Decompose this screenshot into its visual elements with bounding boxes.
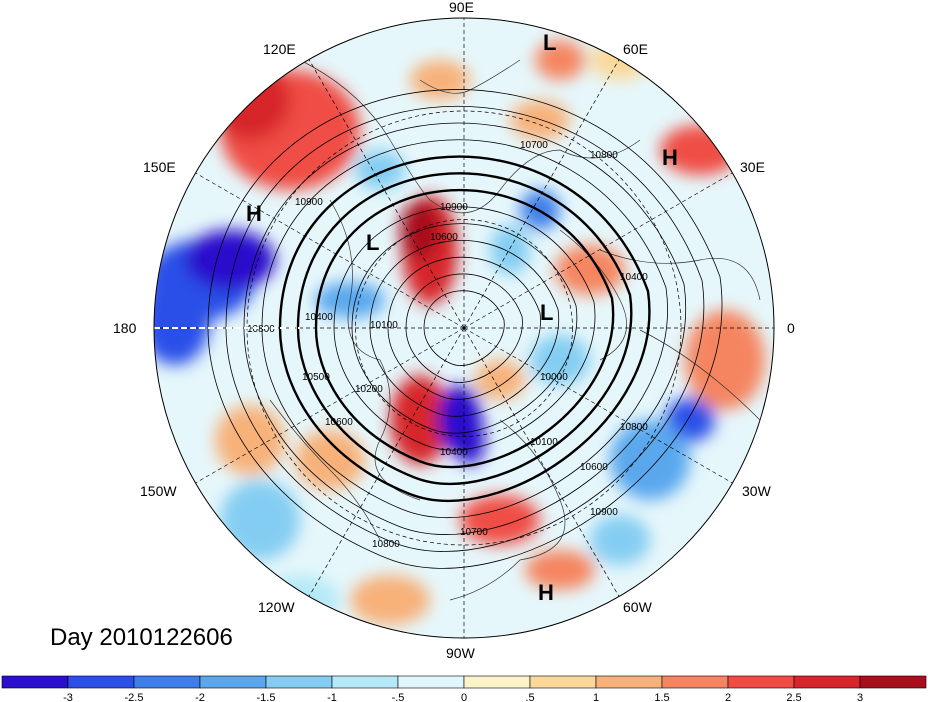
- pressure-system-markers: L H H L L H: [246, 30, 678, 605]
- contour-label: 10700: [460, 527, 488, 538]
- colorbar-tick-label: -2: [195, 692, 205, 702]
- contour-label: 10800: [590, 150, 618, 161]
- contour-label: 10600: [325, 417, 353, 428]
- longitude-label: 90W: [446, 645, 476, 661]
- contour-labels: 10700 10800 10900 10600 10900 10400 10800 10400…: [247, 140, 648, 550]
- colorbar-tick-label: -1: [327, 692, 337, 702]
- colorbar-tick-label: 3: [857, 692, 863, 702]
- contour-label: 10900: [440, 202, 468, 213]
- colorbar-tick-label: -.5: [392, 692, 405, 702]
- contour-label: 10600: [580, 462, 608, 473]
- contour-label: 10700: [520, 140, 548, 151]
- colorbar-bin: [397, 675, 465, 689]
- contour-label: 10800: [620, 422, 648, 433]
- colorbar-bin: [463, 675, 531, 689]
- longitude-label: 90E: [449, 0, 474, 15]
- longitude-labels: 90E 60E 30E 0 30W 60W 90W 120W 150W 180 150E 120E: [113, 0, 795, 661]
- contour-label: 10100: [370, 320, 398, 331]
- colorbar: -3 -2.5 -2 -1.5 -1 -.5 0 .5 1 1.5 2 2.5 3: [1, 675, 927, 702]
- colorbar-bin: [133, 675, 201, 689]
- colorbar-bin: [793, 675, 861, 689]
- longitude-label: 30E: [740, 159, 765, 175]
- contour-label: 10900: [295, 197, 323, 208]
- pressure-system-H: H: [538, 580, 554, 605]
- longitude-label: 150W: [140, 483, 177, 499]
- colorbar-bin: [661, 675, 729, 689]
- longitude-label: 30W: [742, 483, 772, 499]
- longitude-label: 180: [113, 320, 137, 336]
- colorbar-bin: [1, 675, 69, 689]
- longitude-label: 150E: [143, 159, 176, 175]
- colorbar-bin: [727, 675, 795, 689]
- date-title: Day 2010122606: [50, 624, 233, 651]
- contour-label: 10200: [355, 384, 383, 395]
- longitude-label: 120W: [258, 599, 295, 615]
- colorbar-bin: [529, 675, 597, 689]
- colorbar-tick-label: 1.5: [654, 692, 669, 702]
- colorbar-tick-label: 1: [593, 692, 599, 702]
- colorbar-bin: [265, 675, 333, 689]
- pressure-system-H: H: [662, 145, 678, 170]
- colorbar-tick-label: -1.5: [257, 692, 276, 702]
- coastlines: [269, 59, 761, 601]
- longitude-label: 60W: [623, 599, 653, 615]
- pressure-system-H: H: [246, 201, 262, 226]
- contour-label: 10900: [590, 507, 618, 518]
- colorbar-bin: [331, 675, 399, 689]
- colorbar-tick-label: 0: [461, 692, 467, 702]
- colorbar-tick-label: -3: [63, 692, 73, 702]
- colorbar-tick-label: .5: [525, 692, 534, 702]
- colorbar-tick-label: 2.5: [786, 692, 801, 702]
- contour-label: 10800: [372, 539, 400, 550]
- contour-label: 10000: [540, 372, 568, 383]
- colorbar-bin: [199, 675, 267, 689]
- contour-label: 10400: [305, 312, 333, 323]
- map-boundary: [153, 17, 775, 639]
- pressure-system-L: L: [540, 300, 553, 325]
- contour-label: 10500: [302, 372, 330, 383]
- contour-label: 10400: [620, 272, 648, 283]
- height-contours: [207, 89, 723, 569]
- longitude-label: 60E: [623, 41, 648, 57]
- contour-label: 10800: [247, 324, 275, 335]
- contour-label: 10400: [440, 447, 468, 458]
- pressure-system-L: L: [366, 230, 379, 255]
- contour-label: 10600: [430, 232, 458, 243]
- colorbar-bin: [67, 675, 135, 689]
- colorbar-bin: [859, 675, 927, 689]
- colorbar-tick-label: 2: [725, 692, 731, 702]
- pressure-system-L: L: [543, 30, 556, 55]
- contour-label: 10100: [530, 437, 558, 448]
- longitude-label: 120E: [263, 41, 296, 57]
- colorbar-bin: [595, 675, 663, 689]
- longitude-label: 0: [787, 320, 795, 336]
- colorbar-tick-label: -2.5: [125, 692, 144, 702]
